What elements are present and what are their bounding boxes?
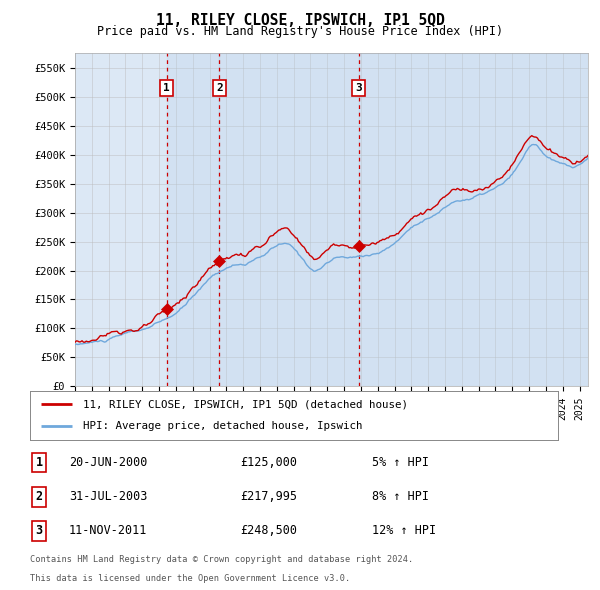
Text: 8% ↑ HPI: 8% ↑ HPI [372, 490, 429, 503]
Text: £248,500: £248,500 [240, 525, 297, 537]
Text: Price paid vs. HM Land Registry's House Price Index (HPI): Price paid vs. HM Land Registry's House … [97, 25, 503, 38]
Text: 1: 1 [35, 456, 43, 469]
Text: HPI: Average price, detached house, Ipswich: HPI: Average price, detached house, Ipsw… [83, 421, 362, 431]
Bar [167, 53, 220, 386]
Text: £125,000: £125,000 [240, 456, 297, 469]
Text: 1: 1 [163, 83, 170, 93]
Text: Contains HM Land Registry data © Crown copyright and database right 2024.: Contains HM Land Registry data © Crown c… [30, 555, 413, 564]
Text: 11, RILEY CLOSE, IPSWICH, IP1 5QD: 11, RILEY CLOSE, IPSWICH, IP1 5QD [155, 13, 445, 28]
Text: This data is licensed under the Open Government Licence v3.0.: This data is licensed under the Open Gov… [30, 574, 350, 583]
Text: 5% ↑ HPI: 5% ↑ HPI [372, 456, 429, 469]
Bar [220, 53, 359, 386]
Text: £217,995: £217,995 [240, 490, 297, 503]
Text: 2: 2 [216, 83, 223, 93]
Text: 11-NOV-2011: 11-NOV-2011 [69, 525, 148, 537]
Text: 3: 3 [35, 525, 43, 537]
Text: 2: 2 [35, 490, 43, 503]
Bar [359, 53, 588, 386]
Text: 12% ↑ HPI: 12% ↑ HPI [372, 525, 436, 537]
Text: 3: 3 [355, 83, 362, 93]
Text: 20-JUN-2000: 20-JUN-2000 [69, 456, 148, 469]
Text: 11, RILEY CLOSE, IPSWICH, IP1 5QD (detached house): 11, RILEY CLOSE, IPSWICH, IP1 5QD (detac… [83, 399, 408, 409]
Text: 31-JUL-2003: 31-JUL-2003 [69, 490, 148, 503]
